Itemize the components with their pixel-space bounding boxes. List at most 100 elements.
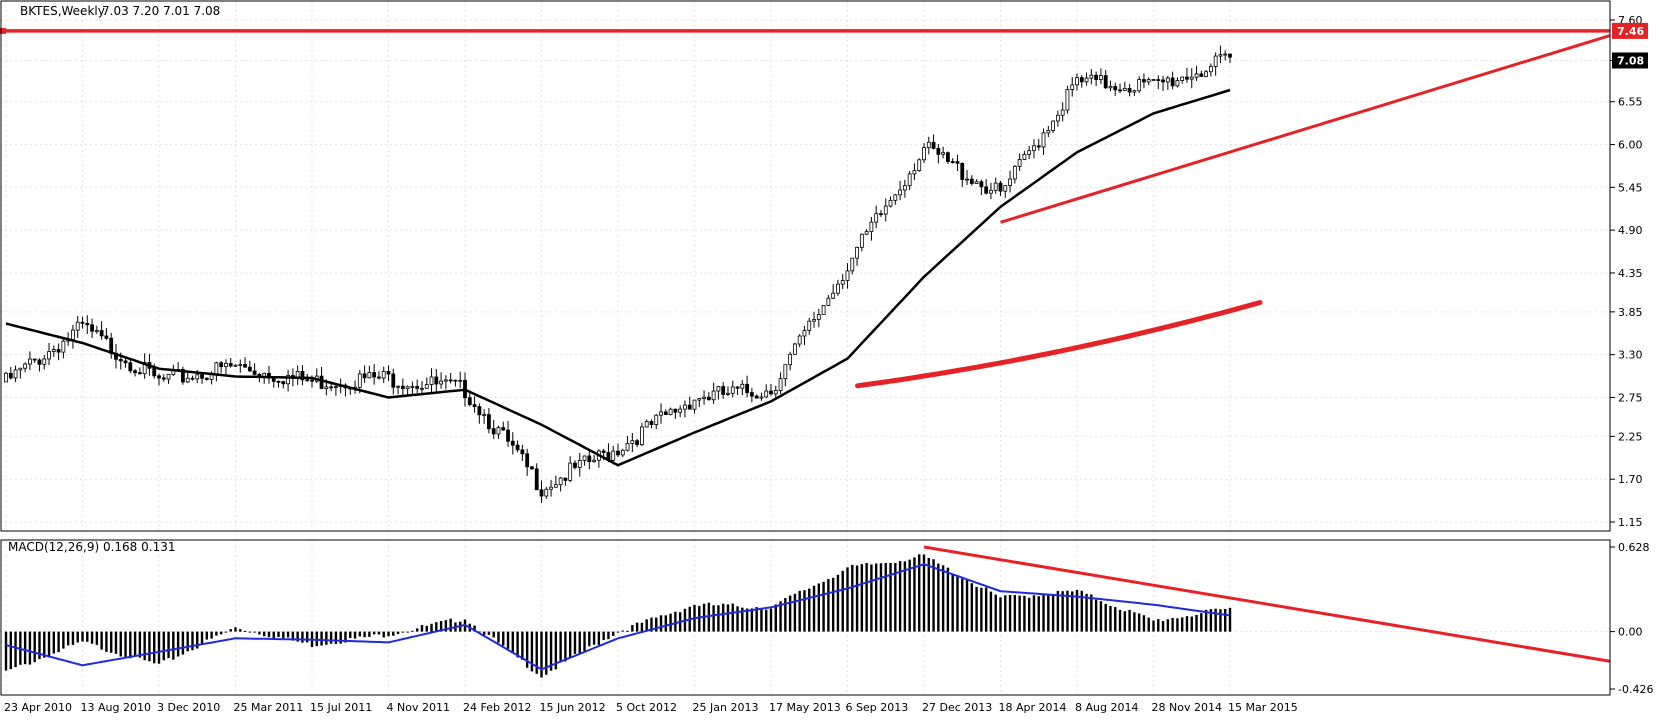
candle-body: [28, 358, 32, 365]
x-tick-label: 17 May 2013: [769, 701, 841, 714]
candle-body: [1208, 66, 1213, 73]
macd-histogram-bar: [205, 631, 209, 640]
macd-histogram-bar: [267, 631, 271, 638]
x-tick-label: 8 Aug 2014: [1075, 701, 1138, 714]
macd-histogram-bar: [1109, 605, 1112, 632]
macd-histogram-bar: [941, 565, 945, 632]
candle-body: [735, 386, 740, 389]
candle-body: [644, 421, 649, 428]
macd-histogram-bar: [43, 631, 46, 658]
macd-histogram-bar: [559, 631, 562, 663]
candle-body: [47, 351, 51, 360]
macd-histogram-bar: [817, 583, 821, 632]
candle-body: [104, 335, 109, 339]
candle-body: [869, 221, 874, 233]
macd-histogram-bar: [1228, 607, 1232, 632]
macd-histogram-bar: [975, 586, 978, 632]
macd-histogram-bar: [1152, 620, 1155, 632]
candle-body: [1151, 79, 1156, 81]
candle-body: [467, 397, 472, 405]
macd-y-tick-label: 0.00: [1618, 626, 1643, 639]
macd-histogram-bar: [913, 557, 916, 632]
candle-body: [439, 380, 443, 385]
macd-histogram-bar: [525, 631, 529, 668]
candle-body: [429, 376, 434, 385]
macd-histogram-bar: [14, 631, 17, 668]
macd-histogram-bar: [411, 630, 414, 632]
macd-histogram-bar: [588, 631, 591, 647]
candle-body: [1137, 79, 1142, 92]
candle-body: [955, 161, 960, 164]
macd-histogram-bar: [291, 631, 295, 641]
candle-body: [71, 329, 75, 340]
macd-histogram-bar: [167, 631, 170, 659]
macd-histogram-bar: [90, 631, 94, 644]
macd-histogram-bar: [105, 631, 108, 652]
candle-body: [659, 411, 663, 416]
macd-histogram-bar: [1209, 609, 1213, 632]
price-label-7.08: 7.08: [1617, 54, 1644, 67]
macd-histogram-bar: [521, 631, 524, 660]
macd-histogram-bar: [698, 605, 701, 632]
chart-symbol-label: BKTES,Weekly: [20, 4, 105, 18]
candle-body: [56, 349, 61, 353]
candle-body: [1079, 77, 1084, 83]
macd-histogram-bar: [239, 629, 242, 632]
candle-body: [1156, 79, 1161, 81]
candle-body: [969, 178, 974, 184]
candle-body: [238, 364, 243, 366]
macd-histogram-bar: [162, 631, 165, 661]
macd-histogram-bar: [1123, 611, 1127, 632]
macd-histogram-bar: [516, 631, 519, 658]
candle-body: [80, 321, 85, 324]
macd-histogram-bar: [635, 622, 639, 632]
macd-histogram-bar: [282, 631, 285, 639]
candle-body: [1041, 132, 1046, 148]
candle-body: [424, 384, 429, 389]
candle-body: [793, 343, 797, 355]
macd-histogram-bar: [769, 608, 773, 632]
macd-histogram-bar: [1128, 609, 1131, 632]
candle-body: [592, 459, 596, 463]
candle-body: [640, 426, 644, 445]
candle-body: [702, 396, 706, 399]
macd-histogram-bar: [841, 570, 844, 632]
macd-histogram-bar: [57, 631, 60, 653]
candle-body: [764, 390, 769, 398]
macd-histogram-bar: [229, 629, 232, 632]
candle-body: [90, 324, 94, 332]
candle-body: [214, 362, 219, 375]
freehand-arrow: [855, 300, 1263, 389]
macd-histogram-bar: [430, 623, 433, 632]
macd-histogram-bar: [1204, 609, 1208, 632]
macd-histogram-bar: [1099, 601, 1103, 632]
macd-histogram-bar: [535, 631, 538, 674]
candle-body: [247, 366, 252, 372]
candle-body: [1012, 165, 1017, 180]
macd-histogram-bar: [339, 631, 342, 644]
macd-histogram-bar: [243, 630, 247, 632]
candle-body: [1103, 75, 1108, 89]
macd-histogram-bar: [425, 625, 428, 632]
macd-histogram-bar: [640, 622, 644, 632]
candle-body: [711, 390, 716, 401]
candle-body: [482, 414, 487, 417]
macd-histogram-bar: [23, 631, 27, 665]
macd-histogram-bar: [66, 631, 70, 646]
candle-body: [377, 376, 381, 379]
macd-histogram-bar: [616, 631, 620, 633]
price-label-7.46: 7.46: [1617, 25, 1644, 38]
candle-body: [965, 178, 969, 181]
macd-histogram-bar: [994, 594, 997, 632]
macd-histogram-bar: [626, 630, 629, 632]
macd-histogram-bar: [325, 631, 328, 645]
macd-histogram-bar: [415, 628, 419, 632]
candle-body: [831, 292, 836, 299]
macd-histogram-bar: [736, 606, 739, 632]
candle-body: [1008, 178, 1012, 186]
macd-histogram-bar: [420, 625, 424, 632]
macd-histogram-bar: [707, 602, 711, 632]
candle-body: [649, 421, 654, 425]
macd-histogram-bar: [1008, 594, 1012, 632]
macd-histogram-bar: [368, 631, 371, 637]
